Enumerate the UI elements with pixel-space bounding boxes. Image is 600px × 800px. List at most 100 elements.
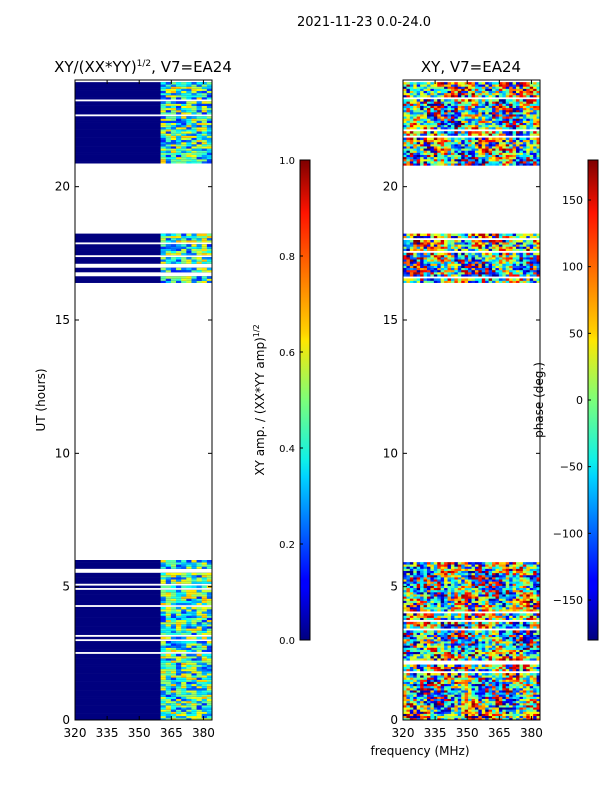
heatmap-cell xyxy=(492,624,496,627)
heatmap-cell xyxy=(495,626,500,629)
heatmap-cell xyxy=(502,685,507,689)
heatmap-cell xyxy=(196,269,203,273)
heatmap-cell xyxy=(492,658,496,661)
heatmap-cell xyxy=(426,570,431,574)
heatmap-cell xyxy=(498,581,503,584)
heatmap-cell xyxy=(454,248,459,251)
heatmap-cell xyxy=(485,598,489,601)
heatmap-cell xyxy=(516,585,520,589)
heatmap-cell xyxy=(206,630,212,633)
heatmap-cell xyxy=(160,641,167,644)
heatmap-cell xyxy=(526,265,531,269)
heatmap-cell xyxy=(502,161,507,164)
heatmap-cell xyxy=(492,668,496,672)
heatmap-cell xyxy=(444,252,448,256)
heatmap-cell xyxy=(437,715,441,719)
heatmap-cell xyxy=(516,594,520,597)
heatmap-row xyxy=(75,161,212,164)
heatmap-cell xyxy=(196,619,203,623)
heatmap-cell xyxy=(471,677,476,680)
heatmap-cell xyxy=(416,587,421,591)
heatmap-cell xyxy=(498,235,503,239)
heatmap-cell xyxy=(181,688,187,691)
heatmap-cell xyxy=(409,634,414,638)
heatmap-cell xyxy=(478,664,483,667)
heatmap-cell xyxy=(536,656,540,659)
heatmap-cell xyxy=(444,263,448,266)
heatmap-cell xyxy=(170,261,177,264)
heatmap-cell xyxy=(433,647,438,650)
heatmap-cell xyxy=(423,630,428,633)
heatmap-cell xyxy=(529,653,534,657)
heatmap-cell xyxy=(160,116,167,119)
heatmap-cell xyxy=(516,240,520,243)
heatmap-cell xyxy=(516,649,520,653)
heatmap-cell xyxy=(426,617,431,621)
heatmap-cell xyxy=(403,259,407,262)
heatmap-cell xyxy=(454,596,459,599)
heatmap-cell xyxy=(430,702,435,706)
heatmap-cell xyxy=(206,677,212,680)
heatmap-cell xyxy=(160,133,167,136)
heatmap-cell xyxy=(186,97,192,100)
heatmap-cell xyxy=(512,613,517,616)
heatmap-cell xyxy=(447,585,452,589)
heatmap-cell xyxy=(440,647,445,650)
heatmap-cell xyxy=(196,707,203,710)
heatmap-cell xyxy=(196,146,203,149)
heatmap-cell xyxy=(426,685,431,689)
heatmap-cell xyxy=(512,278,517,281)
heatmap-cell xyxy=(206,598,212,601)
heatmap-cell xyxy=(403,265,407,269)
heatmap-cell xyxy=(471,700,476,704)
heatmap-cell xyxy=(191,244,197,247)
heatmap-cell xyxy=(447,252,452,256)
heatmap-cell xyxy=(509,715,513,719)
heatmap-cell xyxy=(471,589,476,593)
heatmap-cell xyxy=(406,566,411,569)
x-tick-label: 335 xyxy=(96,726,119,740)
heatmap-cell xyxy=(529,679,534,682)
heatmap-cell xyxy=(430,566,435,569)
heatmap-cell xyxy=(196,681,203,685)
heatmap-cell xyxy=(519,585,524,589)
heatmap-cell xyxy=(495,233,500,237)
heatmap-cell xyxy=(526,613,531,616)
heatmap-cell xyxy=(533,681,537,685)
heatmap-cell xyxy=(526,577,531,580)
heatmap-cell xyxy=(430,585,435,589)
heatmap-cell xyxy=(426,630,431,633)
heatmap-cell xyxy=(450,235,455,239)
heatmap-cell xyxy=(440,246,445,249)
heatmap-cell xyxy=(403,246,407,249)
heatmap-cell xyxy=(495,564,500,567)
heatmap-cell xyxy=(478,278,483,281)
heatmap-cell xyxy=(485,698,489,702)
heatmap-cell xyxy=(464,630,469,633)
heatmap-cell xyxy=(529,649,534,653)
heatmap-cell xyxy=(536,621,540,625)
heatmap-cell xyxy=(206,250,212,254)
heatmap-cell xyxy=(492,265,496,269)
heatmap-cell xyxy=(461,685,465,689)
heatmap-cell xyxy=(533,613,537,616)
heatmap-cell xyxy=(406,647,411,650)
heatmap-cell xyxy=(505,624,510,627)
heatmap-cell xyxy=(447,656,452,659)
heatmap-cell xyxy=(505,594,510,597)
heatmap-cell xyxy=(488,688,493,691)
heatmap-cell xyxy=(488,715,493,719)
heatmap-cell xyxy=(471,265,476,269)
heatmap-cell xyxy=(457,613,462,616)
heatmap-cell xyxy=(495,278,500,281)
heatmap-cell xyxy=(437,677,441,680)
heatmap-cell xyxy=(181,562,187,565)
heatmap-cell xyxy=(196,564,203,567)
heatmap-cell xyxy=(403,651,407,655)
heatmap-cell xyxy=(502,709,507,712)
heatmap-cell xyxy=(433,690,438,693)
heatmap-cell xyxy=(186,248,192,251)
heatmap-cell xyxy=(536,700,540,704)
heatmap-cell xyxy=(437,274,441,277)
heatmap-cell xyxy=(437,688,441,691)
